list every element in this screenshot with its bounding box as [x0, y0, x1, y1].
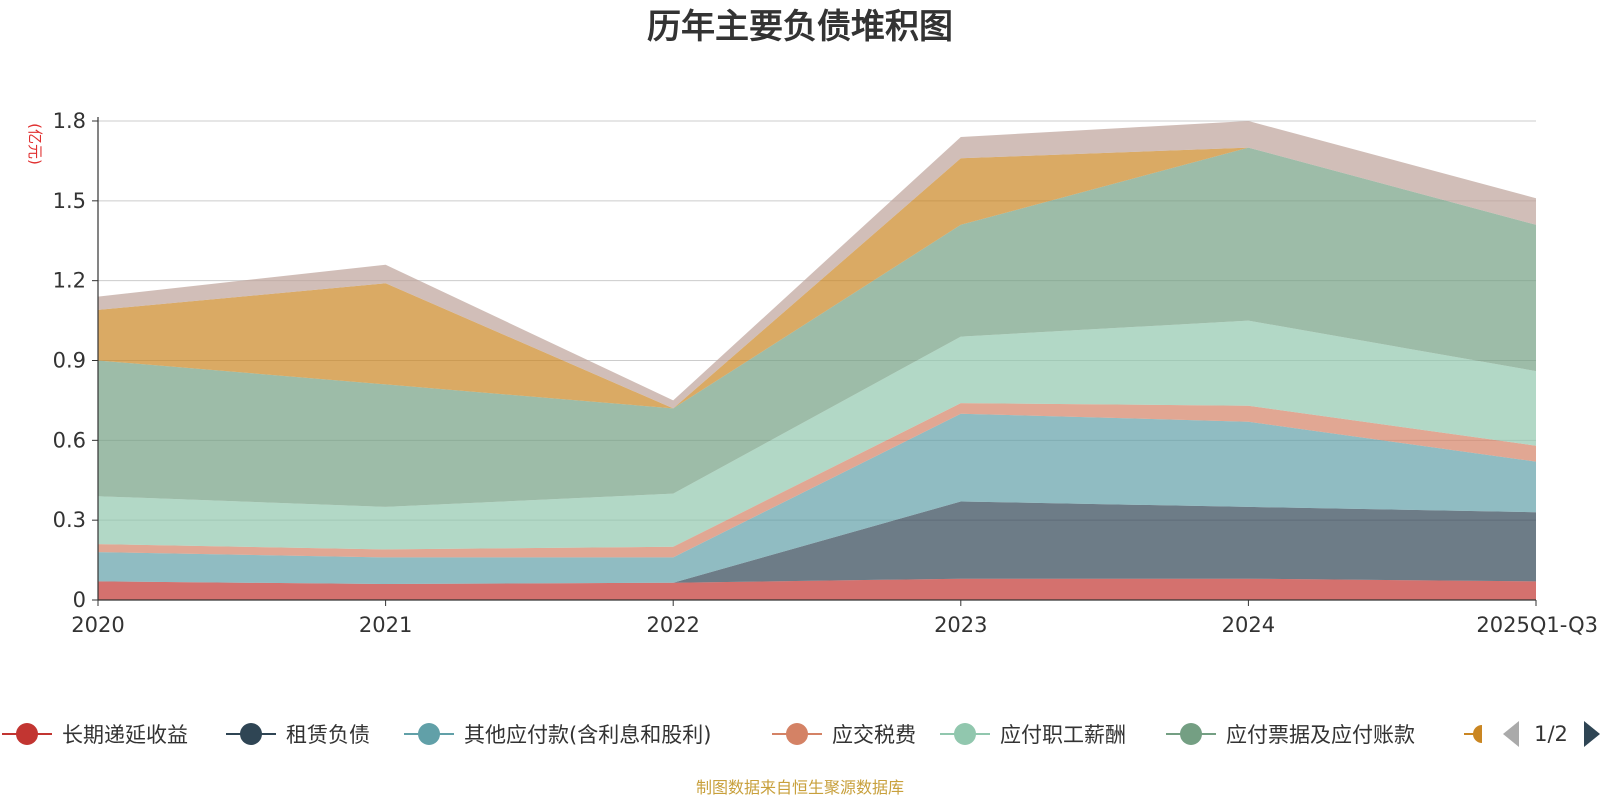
- stacked-areas: [98, 121, 1536, 600]
- legend-label: 应付职工薪酬: [1000, 723, 1126, 747]
- y-axis-ticks: 0 0.3 0.6 0.9 1.2 1.5 1.8: [53, 109, 98, 612]
- legend-label: 长期递延收益: [62, 723, 188, 747]
- legend-marker: [418, 723, 440, 745]
- y-tick-label: 0: [73, 588, 86, 612]
- y-axis-unit-label: (亿元): [26, 123, 44, 165]
- legend-item[interactable]: 应付票据及应付账款: [1166, 723, 1415, 747]
- legend-label: 租赁负债: [286, 723, 370, 747]
- x-tick-label: 2024: [1222, 613, 1275, 637]
- x-tick-label: 2025Q1-Q3: [1476, 613, 1598, 637]
- area-series[interactable]: [98, 147, 1536, 409]
- legend-marker: [1473, 725, 1482, 743]
- legend-item-truncated[interactable]: [1464, 725, 1482, 743]
- y-tick-label: 0.3: [53, 508, 86, 532]
- x-tick-label: 2021: [359, 613, 412, 637]
- legend-item[interactable]: 其他应付款(含利息和股利): [404, 723, 711, 747]
- legend-label: 应付票据及应付账款: [1226, 723, 1415, 747]
- legend-marker: [16, 723, 38, 745]
- chart-title: 历年主要负债堆积图: [647, 7, 953, 47]
- legend-marker: [786, 723, 808, 745]
- y-tick-label: 1.8: [53, 109, 86, 133]
- y-tick-label: 1.5: [53, 189, 86, 213]
- area-series[interactable]: [98, 320, 1536, 550]
- legend-item[interactable]: 应交税费: [772, 723, 916, 747]
- pager-prev-icon[interactable]: [1503, 721, 1519, 747]
- legend: 长期递延收益 租赁负债 其他应付款(含利息和股利) 应交税费 应付职工薪酬 应付票据及应付…: [2, 723, 1482, 747]
- legend-item[interactable]: 租赁负债: [226, 723, 370, 747]
- axes: [97, 117, 1536, 601]
- area-series[interactable]: [98, 578, 1536, 600]
- legend-item[interactable]: 应付职工薪酬: [940, 723, 1126, 747]
- legend-marker: [1180, 723, 1202, 745]
- legend-label: 其他应付款(含利息和股利): [464, 723, 711, 747]
- area-series[interactable]: [98, 121, 1536, 409]
- legend-marker: [240, 723, 262, 745]
- y-tick-label: 0.6: [53, 428, 86, 452]
- x-tick-label: 2020: [71, 613, 124, 637]
- area-series[interactable]: [98, 147, 1536, 507]
- x-axis-ticks: 2020 2021 2022 2023 2024 2025Q1-Q3: [71, 600, 1598, 637]
- pager-next-icon[interactable]: [1584, 721, 1600, 747]
- data-source-note: 制图数据来自恒生聚源数据库: [696, 778, 904, 797]
- x-tick-label: 2022: [646, 613, 699, 637]
- area-series[interactable]: [98, 501, 1536, 585]
- legend-item[interactable]: 长期递延收益: [2, 723, 188, 747]
- area-series[interactable]: [98, 403, 1536, 558]
- area-series[interactable]: [98, 413, 1536, 584]
- legend-pager: 1/2: [1503, 721, 1600, 747]
- legend-label: 应交税费: [832, 723, 916, 747]
- y-tick-label: 0.9: [53, 349, 86, 373]
- pager-label: 1/2: [1534, 722, 1568, 746]
- y-tick-label: 1.2: [53, 269, 86, 293]
- legend-marker: [954, 723, 976, 745]
- x-tick-label: 2023: [934, 613, 987, 637]
